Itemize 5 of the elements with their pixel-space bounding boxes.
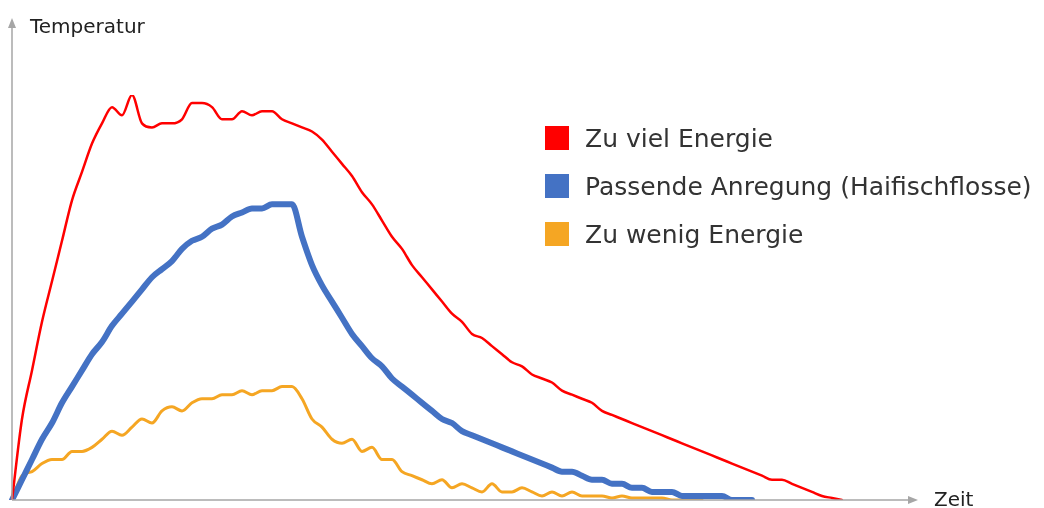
- y-axis-title: Temperatur: [30, 14, 145, 38]
- x-axis-title: Zeit: [934, 487, 974, 508]
- legend-label: Passende Anregung (Haifischflosse): [585, 171, 1032, 201]
- legend-label: Zu viel Energie: [585, 123, 773, 153]
- legend-label: Zu wenig Energie: [585, 219, 804, 249]
